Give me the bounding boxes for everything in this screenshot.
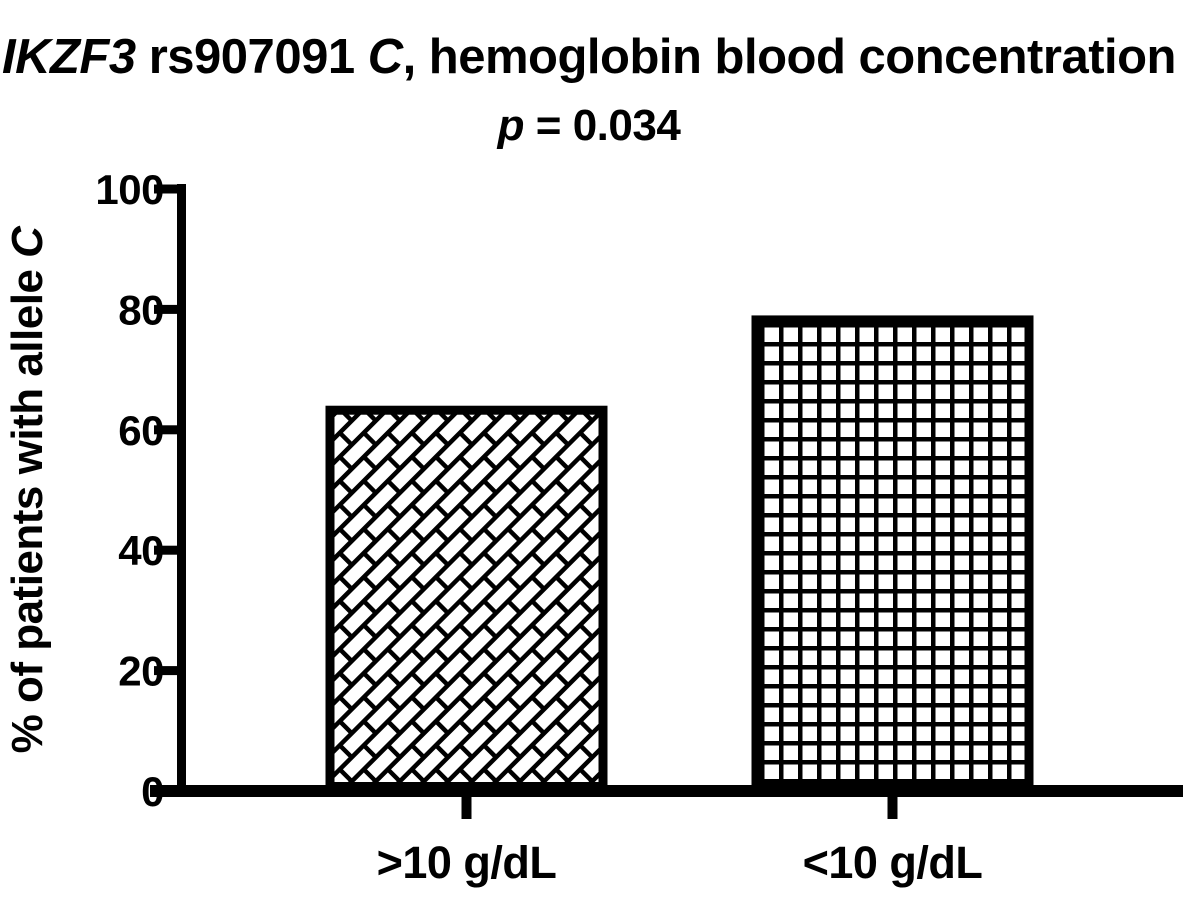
pvalue-rest: = 0.034 bbox=[524, 101, 681, 150]
y-axis-title: % of patients with allele C bbox=[3, 225, 52, 754]
y-axis-title-main: % of patients with allele bbox=[3, 258, 52, 754]
y-tick-mark bbox=[154, 425, 177, 435]
x-axis-label: <10 g/dL bbox=[803, 837, 983, 888]
x-tick-mark bbox=[887, 796, 898, 819]
chart-subtitle-pvalue: p = 0.034 bbox=[497, 101, 682, 150]
y-tick-mark bbox=[154, 184, 177, 194]
bar-1 bbox=[325, 405, 608, 791]
bars-group: >10 g/dL <10 g/dL bbox=[325, 315, 1034, 888]
y-tick-mark bbox=[154, 304, 177, 314]
y-tick-mark bbox=[154, 786, 177, 796]
y-tick-label: 60 bbox=[118, 407, 164, 454]
y-tick-label: 100 bbox=[95, 166, 164, 213]
y-tick-label: 40 bbox=[118, 527, 164, 574]
chart-title-gene-italic: IKZF3 bbox=[2, 30, 136, 84]
chart-title-rest: , hemoglobin blood concentration bbox=[403, 30, 1176, 84]
y-axis-ticks: 0 20 40 60 80 100 bbox=[95, 166, 177, 815]
bar-2 bbox=[751, 315, 1034, 791]
y-tick-label: 0 bbox=[141, 768, 164, 815]
y-tick-label: 20 bbox=[118, 648, 164, 695]
y-tick-mark bbox=[154, 666, 177, 676]
y-tick-label: 80 bbox=[118, 286, 164, 333]
chart-title: IKZF3 rs907091 C, hemoglobin blood conce… bbox=[2, 30, 1176, 84]
y-tick-mark bbox=[154, 545, 177, 555]
chart-title-mid: rs907091 bbox=[136, 30, 368, 84]
x-tick-mark bbox=[461, 796, 472, 819]
pvalue-p-italic: p bbox=[497, 101, 524, 150]
chart-title-allele-italic: C bbox=[368, 30, 404, 84]
y-axis-line bbox=[177, 184, 186, 797]
y-axis-title-allele-italic: C bbox=[3, 225, 52, 258]
x-axis-label: >10 g/dL bbox=[377, 837, 557, 888]
